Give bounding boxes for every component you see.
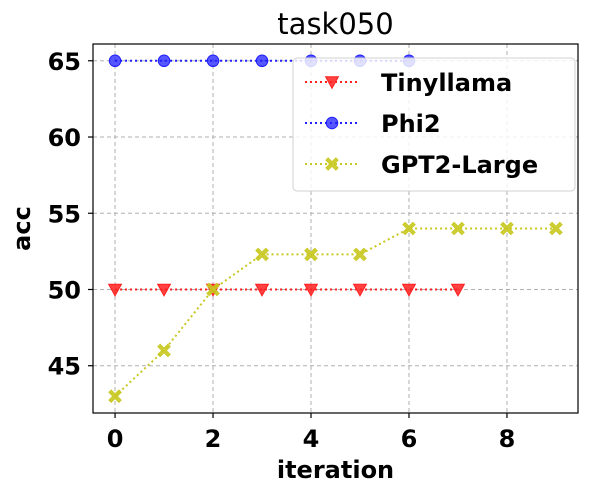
- data-point: [157, 343, 171, 358]
- legend-label: Phi2: [381, 110, 441, 138]
- legend-label: GPT2-Large: [381, 151, 538, 179]
- legend: Tinyllama Phi2 GPT2-Large: [292, 57, 576, 192]
- data-point: [206, 282, 220, 297]
- data-point: [325, 157, 339, 171]
- data-point: [450, 283, 466, 297]
- x-tick-label: 2: [205, 425, 222, 453]
- x-tick-label: 8: [499, 425, 516, 453]
- series-line: [114, 227, 556, 397]
- legend-box: [292, 57, 576, 192]
- data-point: [402, 221, 416, 236]
- series-tinyllama: [107, 283, 466, 297]
- y-tick-label: 50: [48, 276, 81, 304]
- x-tick-label: 0: [107, 425, 124, 453]
- x-tick-label: 4: [303, 425, 320, 453]
- data-point: [549, 221, 563, 236]
- legend-entry: GPT2-Large: [305, 151, 538, 179]
- data-point: [107, 283, 123, 297]
- legend-entry: Phi2: [305, 110, 441, 138]
- y-tick-label: 45: [48, 353, 81, 381]
- data-point: [108, 54, 122, 68]
- data-point: [500, 221, 514, 236]
- legend-entry: Tinyllama: [305, 69, 512, 97]
- data-point: [325, 116, 339, 130]
- chart-title: task050: [277, 7, 393, 41]
- data-point: [156, 283, 172, 297]
- series-gpt2-large: [108, 221, 563, 404]
- x-tick-label: 6: [401, 425, 418, 453]
- plot-frame: [92, 43, 579, 414]
- data-point: [353, 247, 367, 262]
- data-point: [206, 54, 220, 68]
- y-axis-label: acc: [8, 206, 36, 251]
- y-axis-ticks: 45 50 55 60 65: [48, 48, 93, 381]
- data-point: [303, 283, 319, 297]
- y-tick-label: 55: [48, 200, 81, 228]
- data-point: [451, 221, 465, 236]
- data-point: [108, 389, 122, 404]
- data-point: [254, 283, 270, 297]
- y-tick-label: 60: [48, 124, 81, 152]
- data-point: [304, 247, 318, 262]
- data-point: [324, 76, 340, 90]
- data-point: [401, 283, 417, 297]
- data-point: [255, 54, 269, 68]
- y-tick-label: 65: [48, 48, 81, 76]
- legend-label: Tinyllama: [381, 69, 512, 97]
- x-axis-label: iteration: [277, 456, 394, 484]
- data-point: [255, 247, 269, 262]
- data-point: [352, 283, 368, 297]
- x-axis-ticks: 0 2 4 6 8: [107, 413, 516, 453]
- data-point: [157, 54, 171, 68]
